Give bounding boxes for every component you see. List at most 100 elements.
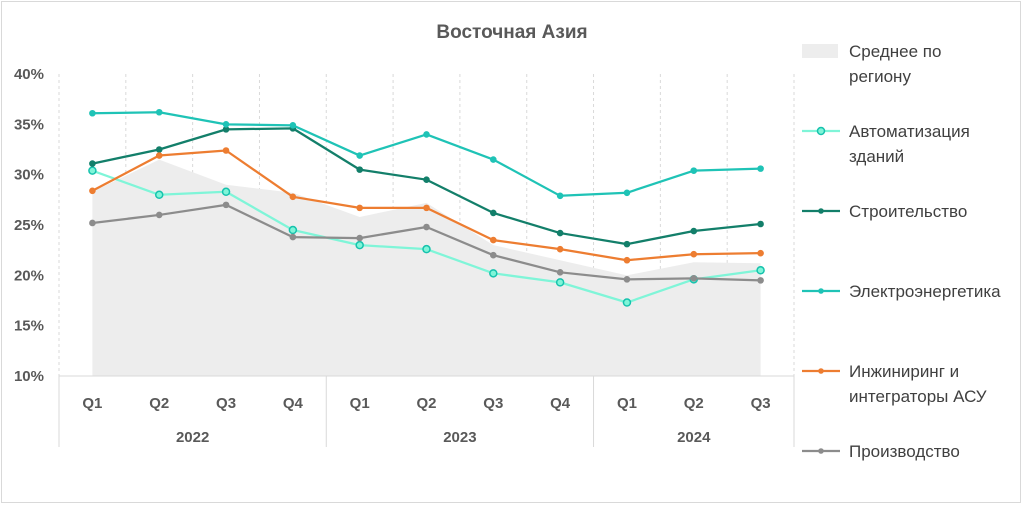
legend: Среднее по региону Автоматизация зданий Стро… bbox=[802, 42, 1001, 461]
data-point bbox=[623, 256, 631, 264]
legend-item: Автоматизация зданий bbox=[802, 122, 970, 166]
data-point bbox=[490, 209, 497, 217]
x-tick-label: Q1 bbox=[350, 395, 370, 412]
data-point bbox=[555, 278, 565, 287]
data-point bbox=[89, 160, 96, 167]
legend-label: Автоматизация bbox=[849, 122, 970, 141]
legend-marker bbox=[818, 208, 824, 214]
x-tick-label: Q2 bbox=[149, 395, 169, 412]
legend-label: зданий bbox=[849, 147, 904, 166]
data-point bbox=[690, 250, 698, 258]
data-point bbox=[289, 122, 297, 129]
data-point bbox=[757, 220, 764, 228]
data-point bbox=[289, 233, 297, 241]
data-point bbox=[89, 187, 96, 195]
x-tick-label: Q2 bbox=[416, 395, 436, 412]
legend-label: региону bbox=[849, 67, 911, 86]
data-point bbox=[690, 167, 698, 174]
area-fill bbox=[92, 159, 761, 376]
x-tick-label: Q2 bbox=[684, 395, 704, 412]
data-point bbox=[556, 192, 564, 200]
year-label: 2023 bbox=[443, 429, 476, 446]
data-point bbox=[490, 156, 497, 163]
series-электроэнергетика bbox=[89, 108, 764, 200]
data-point bbox=[623, 240, 631, 248]
data-point bbox=[89, 219, 96, 227]
x-tick-label: Q4 bbox=[283, 395, 304, 412]
data-point bbox=[222, 201, 230, 209]
data-point bbox=[356, 234, 363, 242]
legend-swatch bbox=[802, 44, 838, 58]
data-point bbox=[623, 276, 631, 283]
data-point bbox=[622, 298, 632, 307]
data-point bbox=[490, 236, 497, 244]
data-point bbox=[556, 229, 564, 237]
data-point bbox=[623, 189, 631, 197]
legend-marker bbox=[818, 288, 824, 294]
data-point bbox=[356, 204, 363, 212]
data-point bbox=[757, 249, 764, 257]
y-tick-label: 35% bbox=[14, 116, 44, 133]
regional-average-area bbox=[92, 159, 761, 376]
legend-item: Строительство bbox=[802, 202, 967, 221]
legend-label: Электроэнергетика bbox=[849, 282, 1001, 301]
data-point bbox=[155, 146, 163, 153]
x-tick-label: Q3 bbox=[483, 395, 503, 412]
legend-label: Производство bbox=[849, 442, 960, 461]
data-point bbox=[288, 225, 298, 235]
data-point bbox=[155, 211, 163, 219]
legend-item: Производство bbox=[802, 442, 960, 461]
data-point bbox=[690, 275, 698, 282]
legend-item: Инжиниринг и интеграторы АСУ bbox=[802, 362, 987, 406]
data-point bbox=[490, 251, 497, 259]
data-point bbox=[423, 204, 430, 212]
data-point bbox=[356, 166, 363, 173]
data-point bbox=[356, 152, 363, 159]
x-tick-label: Q4 bbox=[550, 395, 571, 412]
data-point bbox=[155, 108, 163, 116]
series-производство bbox=[89, 201, 764, 284]
legend-marker bbox=[818, 448, 824, 454]
data-point bbox=[222, 147, 230, 154]
data-point bbox=[89, 109, 96, 117]
legend-item: Среднее по региону bbox=[802, 42, 941, 86]
series-строительство bbox=[89, 125, 764, 248]
y-tick-label: 20% bbox=[14, 267, 44, 284]
x-tick-label: Q1 bbox=[82, 395, 102, 412]
y-tick-label: 25% bbox=[14, 217, 44, 234]
x-tick-label: Q3 bbox=[751, 395, 771, 412]
data-point bbox=[556, 245, 564, 253]
data-point bbox=[489, 269, 498, 278]
legend-label: Инжиниринг и bbox=[849, 362, 959, 381]
chart-title: Восточная Азия bbox=[436, 22, 587, 43]
year-label: 2022 bbox=[176, 429, 209, 446]
legend-marker bbox=[816, 126, 826, 136]
data-point bbox=[355, 240, 364, 250]
y-tick-label: 10% bbox=[14, 368, 44, 385]
y-tick-label: 40% bbox=[14, 66, 44, 83]
legend-label: Среднее по bbox=[849, 42, 941, 61]
data-point bbox=[154, 190, 164, 200]
data-point bbox=[423, 131, 430, 138]
series-инжиниринг-и-интеграторы-асу bbox=[89, 147, 764, 264]
data-point bbox=[757, 277, 764, 284]
x-axis: Q1 Q2 Q3 Q4 Q1 Q2 Q3 Q4 Q1 Q2 Q3 2022 2023 2024 bbox=[58, 375, 795, 447]
x-tick-label: Q3 bbox=[216, 395, 236, 412]
data-point bbox=[757, 165, 764, 172]
series-lines bbox=[88, 108, 765, 307]
data-point bbox=[221, 187, 231, 197]
legend-label: интеграторы АСУ bbox=[849, 387, 987, 406]
legend-item: Электроэнергетика bbox=[802, 282, 1001, 301]
legend-label: Строительство bbox=[849, 202, 967, 221]
legend-marker bbox=[818, 368, 824, 374]
data-point bbox=[422, 244, 431, 254]
data-point bbox=[423, 176, 430, 183]
x-tick-label: Q1 bbox=[617, 395, 637, 412]
data-point bbox=[289, 193, 297, 201]
data-point bbox=[222, 121, 230, 128]
data-point bbox=[690, 227, 698, 235]
y-tick-label: 15% bbox=[14, 318, 44, 335]
y-axis: 10% 15% 20% 25% 30% 35% 40% bbox=[14, 66, 44, 385]
data-point bbox=[756, 266, 765, 275]
